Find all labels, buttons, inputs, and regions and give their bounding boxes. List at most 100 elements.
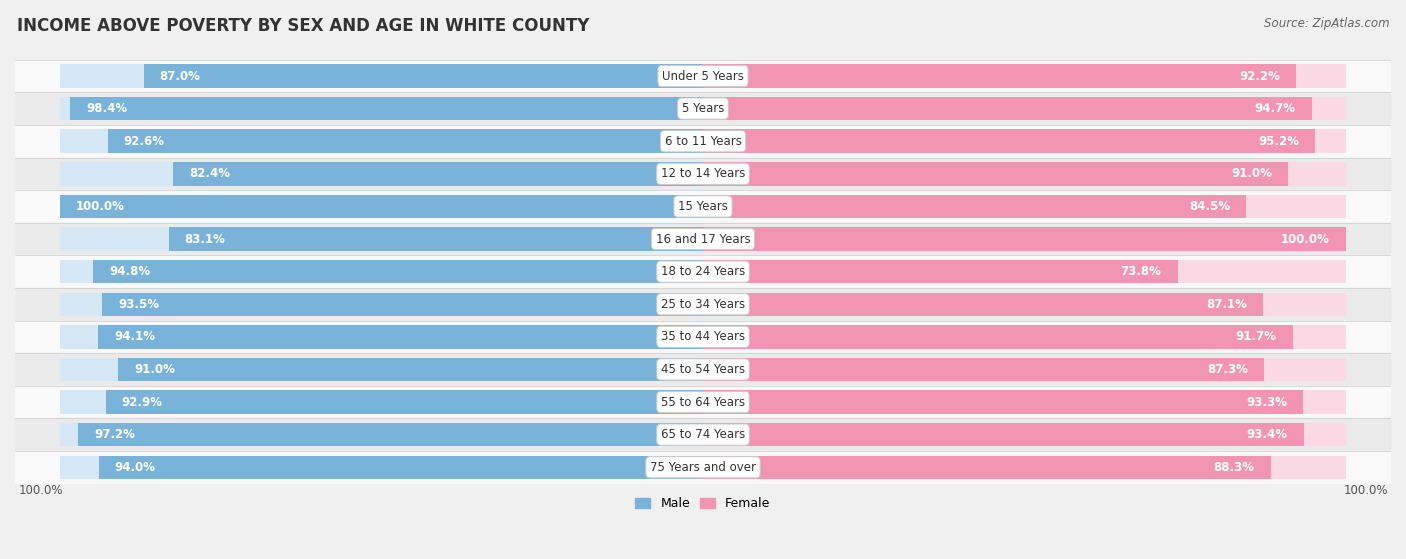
Bar: [15, 222, 1391, 255]
Text: 45 to 54 Years: 45 to 54 Years: [661, 363, 745, 376]
Bar: [108, 130, 703, 153]
Bar: [15, 92, 1391, 125]
Bar: [15, 320, 1391, 353]
Bar: [703, 130, 1346, 153]
Bar: [703, 325, 1346, 349]
Text: 15 Years: 15 Years: [678, 200, 728, 213]
Text: 100.0%: 100.0%: [76, 200, 125, 213]
Bar: [15, 60, 1391, 92]
Bar: [60, 130, 703, 153]
Bar: [60, 456, 703, 479]
Bar: [703, 195, 1346, 218]
Bar: [703, 162, 1346, 186]
Bar: [703, 195, 1246, 218]
Bar: [98, 456, 703, 479]
Text: 91.0%: 91.0%: [134, 363, 174, 376]
Text: 16 and 17 Years: 16 and 17 Years: [655, 233, 751, 245]
Text: 5 Years: 5 Years: [682, 102, 724, 115]
Text: 92.2%: 92.2%: [1239, 69, 1279, 83]
Bar: [703, 228, 1346, 251]
Bar: [93, 260, 703, 283]
Bar: [703, 260, 1178, 283]
Bar: [703, 456, 1271, 479]
Text: 100.0%: 100.0%: [1281, 233, 1330, 245]
Bar: [703, 292, 1263, 316]
Bar: [15, 353, 1391, 386]
Text: 83.1%: 83.1%: [184, 233, 225, 245]
Bar: [70, 97, 703, 120]
Text: 93.3%: 93.3%: [1246, 396, 1286, 409]
Bar: [703, 162, 1288, 186]
Text: 91.7%: 91.7%: [1236, 330, 1277, 343]
Bar: [703, 325, 1292, 349]
Bar: [703, 390, 1346, 414]
Bar: [118, 358, 703, 381]
Bar: [143, 64, 703, 88]
Bar: [15, 125, 1391, 158]
Bar: [703, 456, 1346, 479]
Bar: [15, 451, 1391, 484]
Text: 92.6%: 92.6%: [124, 135, 165, 148]
Text: 97.2%: 97.2%: [94, 428, 135, 441]
Bar: [703, 64, 1296, 88]
Text: 65 to 74 Years: 65 to 74 Years: [661, 428, 745, 441]
Text: Under 5 Years: Under 5 Years: [662, 69, 744, 83]
Bar: [60, 358, 703, 381]
Text: 93.5%: 93.5%: [118, 298, 159, 311]
Bar: [98, 325, 703, 349]
Bar: [15, 190, 1391, 222]
Bar: [60, 162, 703, 186]
Text: 100.0%: 100.0%: [18, 484, 63, 496]
Bar: [60, 325, 703, 349]
Bar: [60, 228, 703, 251]
Bar: [703, 260, 1346, 283]
Text: 25 to 34 Years: 25 to 34 Years: [661, 298, 745, 311]
Bar: [703, 64, 1346, 88]
Bar: [60, 292, 703, 316]
Bar: [15, 255, 1391, 288]
Bar: [77, 423, 703, 447]
Text: 6 to 11 Years: 6 to 11 Years: [665, 135, 741, 148]
Bar: [60, 195, 703, 218]
Text: 75 Years and over: 75 Years and over: [650, 461, 756, 474]
Text: INCOME ABOVE POVERTY BY SEX AND AGE IN WHITE COUNTY: INCOME ABOVE POVERTY BY SEX AND AGE IN W…: [17, 17, 589, 35]
Text: 87.1%: 87.1%: [1206, 298, 1247, 311]
Bar: [101, 292, 703, 316]
Text: 87.3%: 87.3%: [1208, 363, 1249, 376]
Text: 73.8%: 73.8%: [1121, 265, 1161, 278]
Text: 84.5%: 84.5%: [1189, 200, 1230, 213]
Bar: [703, 390, 1303, 414]
Text: 91.0%: 91.0%: [1232, 167, 1272, 181]
Text: 82.4%: 82.4%: [190, 167, 231, 181]
Text: 94.7%: 94.7%: [1254, 102, 1296, 115]
Text: 94.0%: 94.0%: [115, 461, 156, 474]
Text: 12 to 14 Years: 12 to 14 Years: [661, 167, 745, 181]
Bar: [169, 228, 703, 251]
Bar: [703, 423, 1346, 447]
Text: 94.1%: 94.1%: [114, 330, 155, 343]
Text: 55 to 64 Years: 55 to 64 Years: [661, 396, 745, 409]
Bar: [60, 195, 703, 218]
Bar: [703, 228, 1346, 251]
Legend: Male, Female: Male, Female: [630, 492, 776, 515]
Text: Source: ZipAtlas.com: Source: ZipAtlas.com: [1264, 17, 1389, 30]
Text: 35 to 44 Years: 35 to 44 Years: [661, 330, 745, 343]
Text: 88.3%: 88.3%: [1213, 461, 1254, 474]
Text: 94.8%: 94.8%: [110, 265, 150, 278]
Bar: [703, 130, 1315, 153]
Bar: [173, 162, 703, 186]
Bar: [703, 358, 1346, 381]
Bar: [60, 423, 703, 447]
Bar: [15, 418, 1391, 451]
Bar: [703, 358, 1264, 381]
Text: 98.4%: 98.4%: [86, 102, 128, 115]
Text: 87.0%: 87.0%: [160, 69, 201, 83]
Text: 93.4%: 93.4%: [1247, 428, 1288, 441]
Bar: [15, 158, 1391, 190]
Bar: [15, 386, 1391, 418]
Bar: [105, 390, 703, 414]
Bar: [60, 64, 703, 88]
Bar: [60, 390, 703, 414]
Bar: [703, 292, 1346, 316]
Text: 100.0%: 100.0%: [1343, 484, 1388, 496]
